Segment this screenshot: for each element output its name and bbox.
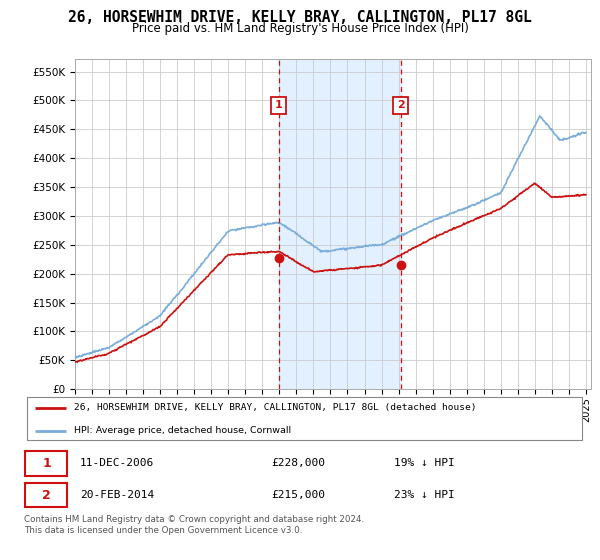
Text: 11-DEC-2006: 11-DEC-2006 bbox=[80, 459, 154, 469]
Text: 26, HORSEWHIM DRIVE, KELLY BRAY, CALLINGTON, PL17 8GL (detached house): 26, HORSEWHIM DRIVE, KELLY BRAY, CALLING… bbox=[74, 403, 477, 412]
Text: 23% ↓ HPI: 23% ↓ HPI bbox=[394, 490, 455, 500]
Text: 2: 2 bbox=[42, 488, 51, 502]
FancyBboxPatch shape bbox=[25, 483, 67, 507]
FancyBboxPatch shape bbox=[27, 396, 582, 441]
Text: 1: 1 bbox=[275, 100, 283, 110]
Text: Contains HM Land Registry data © Crown copyright and database right 2024.
This d: Contains HM Land Registry data © Crown c… bbox=[24, 515, 364, 535]
Text: 19% ↓ HPI: 19% ↓ HPI bbox=[394, 459, 455, 469]
Text: 20-FEB-2014: 20-FEB-2014 bbox=[80, 490, 154, 500]
Text: £215,000: £215,000 bbox=[271, 490, 325, 500]
Text: HPI: Average price, detached house, Cornwall: HPI: Average price, detached house, Corn… bbox=[74, 426, 292, 435]
Text: Price paid vs. HM Land Registry's House Price Index (HPI): Price paid vs. HM Land Registry's House … bbox=[131, 22, 469, 35]
Text: 2: 2 bbox=[397, 100, 404, 110]
FancyBboxPatch shape bbox=[25, 451, 67, 475]
Text: 1: 1 bbox=[42, 457, 51, 470]
Text: 26, HORSEWHIM DRIVE, KELLY BRAY, CALLINGTON, PL17 8GL: 26, HORSEWHIM DRIVE, KELLY BRAY, CALLING… bbox=[68, 10, 532, 25]
Text: £228,000: £228,000 bbox=[271, 459, 325, 469]
Bar bbox=[278, 59, 401, 389]
